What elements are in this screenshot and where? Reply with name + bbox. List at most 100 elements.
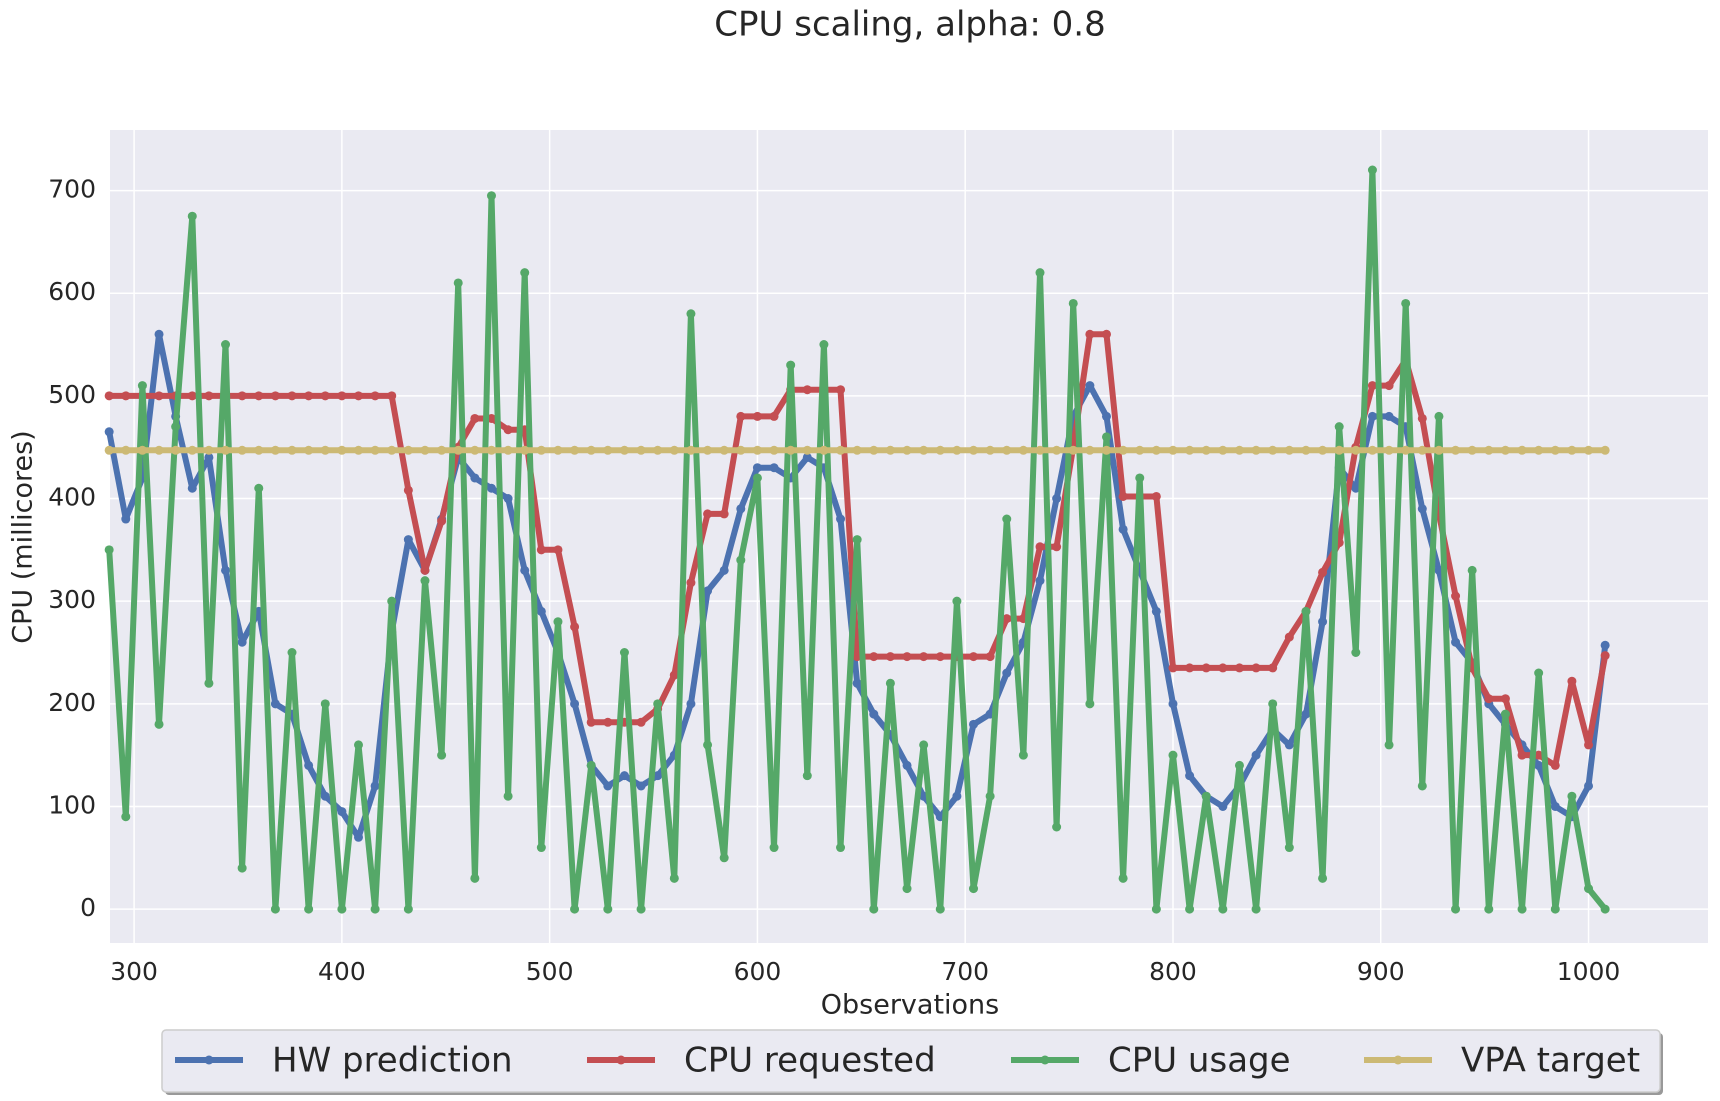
data-point [104,445,114,455]
data-point [1584,884,1594,894]
data-point [304,904,314,914]
data-point [221,340,231,350]
data-point [1268,663,1278,673]
y-tick-label: 100 [48,790,96,819]
data-point [719,853,729,863]
data-point [437,750,447,760]
data-point [836,514,846,524]
data-point [636,904,646,914]
series-layer [104,165,1610,914]
data-point [1367,165,1377,175]
data-point [802,771,812,781]
data-point [1118,491,1128,501]
data-point [553,545,563,555]
data-point [320,445,330,455]
data-point [270,699,280,709]
data-point [221,565,231,575]
x-tick-label: 700 [941,957,989,986]
data-point [1451,445,1461,455]
data-point [187,391,197,401]
x-tick-label: 800 [1149,957,1197,986]
data-point [1584,740,1594,750]
data-point [1218,904,1228,914]
data-point [1118,873,1128,883]
legend-box [161,1029,1661,1093]
data-point [935,652,945,662]
data-point [1268,445,1278,455]
data-point [669,670,679,680]
data-point [1334,422,1344,432]
data-point [1467,445,1477,455]
x-tick-label: 1000 [1557,957,1621,986]
data-point [453,445,463,455]
data-point [254,391,264,401]
data-point [171,445,181,455]
data-point [1085,445,1095,455]
data-point [653,699,663,709]
data-point [353,391,363,401]
data-point [1534,445,1544,455]
data-point [1035,542,1045,552]
data-point [1168,663,1178,673]
data-point [486,445,496,455]
data-point [1318,617,1328,627]
data-point [104,391,114,401]
y-tick-label: 500 [48,380,96,409]
data-point [1550,445,1560,455]
y-tick-label: 300 [48,585,96,614]
data-point [503,791,513,801]
data-point [1284,740,1294,750]
data-point [171,422,181,432]
data-point [1268,699,1278,709]
y-tick-label: 200 [48,688,96,717]
data-point [553,445,563,455]
data-point [1401,445,1411,455]
data-point [1035,268,1045,278]
data-point [1318,873,1328,883]
data-point [154,329,164,339]
data-point [1185,771,1195,781]
data-point [1135,473,1145,483]
data-point [287,445,297,455]
data-point [387,391,397,401]
data-point [1434,411,1444,421]
data-point [1550,760,1560,770]
data-point [919,652,929,662]
data-point [304,391,314,401]
data-point [985,791,995,801]
data-point [187,445,197,455]
data-point [470,473,480,483]
data-point [1251,445,1261,455]
data-point [287,647,297,657]
data-point [337,445,347,455]
data-point [370,781,380,791]
data-point [786,360,796,370]
data-point [137,445,147,455]
data-point [1467,565,1477,575]
data-point [1251,750,1261,760]
data-point [237,391,247,401]
data-point [686,445,696,455]
data-point [969,445,979,455]
data-point [1417,445,1427,455]
data-point [885,678,895,688]
y-tick-label: 700 [48,175,96,204]
data-point [969,719,979,729]
data-point [1218,663,1228,673]
data-point [470,413,480,423]
data-point [204,391,214,401]
data-point [653,771,663,781]
data-point [1201,445,1211,455]
data-point [1284,843,1294,853]
data-point [1118,524,1128,534]
data-point [1151,445,1161,455]
data-point [786,445,796,455]
data-point [1417,781,1427,791]
legend-marker [1393,1055,1403,1065]
data-point [437,516,447,526]
data-point [1018,445,1028,455]
data-point [836,445,846,455]
data-point [204,445,214,455]
data-point [304,445,314,455]
